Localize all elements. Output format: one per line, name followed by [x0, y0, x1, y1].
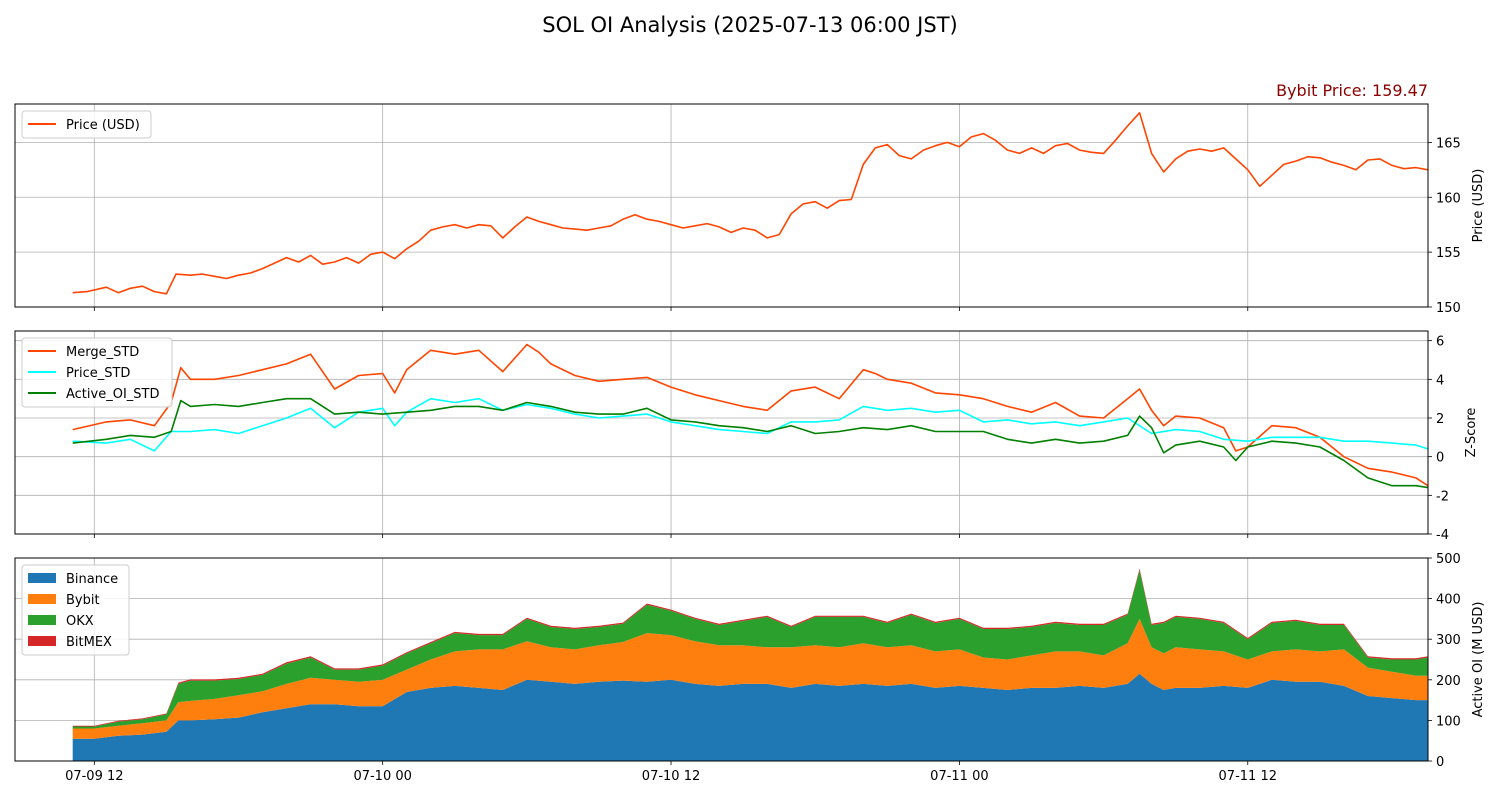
area-bybit [72, 618, 1428, 739]
y-tick-label: 6 [1436, 335, 1444, 350]
area-okx [72, 570, 1428, 729]
active-oi-y-ticks: 0 100 200 300 400 500 [1428, 552, 1461, 770]
zscore-axes-frame [14, 330, 1429, 535]
price-panel: 150 155 160 165 Price (USD) Price (USD) [14, 103, 1486, 316]
series-line-price-std [72, 397, 1428, 452]
legend-label: Merge_STD [66, 345, 139, 360]
x-tick-label: 07-10 00 [353, 769, 411, 784]
y-tick-label: 400 [1436, 593, 1461, 608]
legend-box [21, 110, 152, 139]
y-tick-label: 150 [1436, 301, 1461, 316]
y-tick-label: -2 [1436, 489, 1449, 504]
bybit-price-annotation: Bybit Price: 159.47 [1276, 81, 1428, 100]
y-tick-label: 160 [1436, 191, 1461, 206]
x-tick-label: 07-09 12 [65, 769, 123, 784]
legend-swatch [28, 615, 56, 625]
y-tick-label: 100 [1436, 714, 1461, 729]
legend-label: Price_STD [66, 366, 130, 381]
x-tick-label: 07-11 00 [930, 769, 988, 784]
price-axes-frame [14, 103, 1429, 308]
legend-swatch [28, 573, 56, 583]
series-line-active-oi-std [72, 397, 1428, 489]
zscore-x-ticks [93, 534, 1249, 538]
y-tick-label: 300 [1436, 633, 1461, 648]
active-oi-legend: Binance Bybit OKX BitMEX [21, 564, 130, 656]
y-tick-label: 500 [1436, 552, 1461, 567]
active-oi-y-axis-label: Active OI (M USD) [1471, 602, 1486, 718]
figure-title: SOL OI Analysis (2025-07-13 06:00 JST) [542, 13, 957, 37]
zscore-y-axis-label: Z-Score [1464, 408, 1479, 458]
y-tick-label: 165 [1436, 136, 1461, 151]
series-line-merge-std [72, 343, 1428, 487]
x-tick-label: 07-11 12 [1219, 769, 1277, 784]
zscore-legend: Merge_STD Price_STD Active_OI_STD [21, 337, 173, 408]
y-tick-label: 155 [1436, 246, 1461, 261]
active-oi-x-ticks: 07-09 12 07-10 00 07-10 12 07-11 00 07-11 12… [65, 761, 1277, 784]
series-line-price-usd- [72, 112, 1428, 295]
legend-label: Price (USD) [66, 118, 140, 133]
legend-label: Bybit [66, 593, 100, 608]
area-binance [72, 673, 1428, 761]
legend-label: BitMEX [66, 635, 112, 650]
legend-box [21, 564, 130, 656]
zscore-plot-area [72, 343, 1428, 489]
price-legend: Price (USD) [21, 110, 152, 139]
price-y-axis-label: Price (USD) [1471, 169, 1486, 243]
y-tick-label: 200 [1436, 674, 1461, 689]
active-oi-axes-frame [14, 557, 1429, 762]
legend-swatch [28, 636, 56, 646]
price-grid [15, 104, 1428, 308]
y-tick-label: 0 [1436, 451, 1444, 466]
active-oi-plot-area [72, 568, 1428, 761]
y-tick-label: 4 [1436, 373, 1444, 388]
x-tick-label: 07-10 12 [642, 769, 700, 784]
legend-swatch [28, 594, 56, 604]
y-tick-label: -4 [1436, 528, 1449, 543]
active-oi-panel: 07-09 12 07-10 00 07-10 12 07-11 00 07-11 12… [14, 552, 1486, 784]
zscore-y-ticks: -4 -2 0 2 4 6 [1428, 335, 1449, 543]
y-tick-label: 2 [1436, 412, 1444, 427]
y-tick-label: 0 [1436, 755, 1444, 770]
legend-label: OKX [66, 614, 94, 629]
price-x-ticks [93, 307, 1249, 311]
price-y-ticks: 150 155 160 165 [1428, 136, 1461, 316]
zscore-panel: -4 -2 0 2 4 6 Z-Score Merge_STD Price_STD Activ… [14, 330, 1479, 543]
legend-label: Binance [66, 572, 118, 587]
price-plot-area [72, 112, 1428, 295]
legend-label: Active_OI_STD [66, 387, 159, 402]
legend-box [21, 337, 173, 408]
